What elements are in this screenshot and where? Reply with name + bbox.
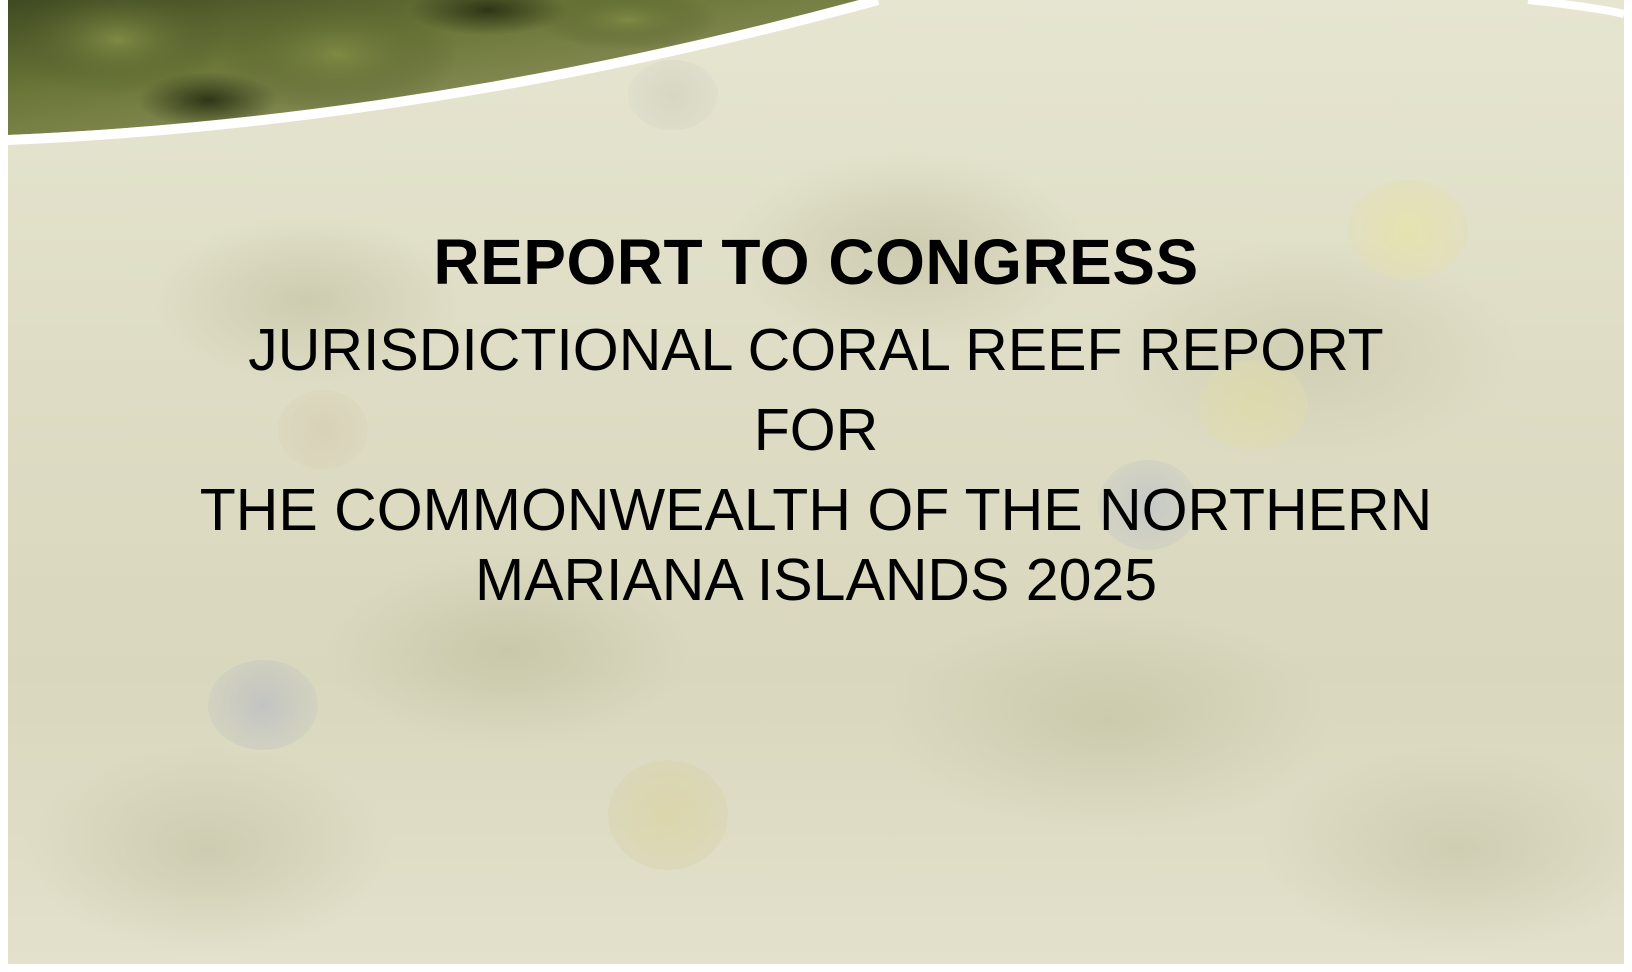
background-polyp — [1348, 180, 1468, 280]
reef-photo-banner — [8, 0, 1624, 145]
background-polyp — [278, 390, 368, 470]
report-subtitle-line-4: MARIANA ISLANDS 2025 — [474, 547, 1158, 613]
coral-shadow — [138, 72, 278, 128]
report-subtitle-line-2: FOR — [753, 397, 879, 463]
cover-page: REPORT TO CONGRESS JURISDICTIONAL CORAL … — [8, 0, 1624, 964]
background-polyp — [208, 660, 318, 750]
background-polyp — [608, 760, 728, 870]
report-subtitle-line-3: THE COMMONWEALTH OF THE NORTHERN — [199, 477, 1433, 543]
report-subtitle-line-1: JURISDICTIONAL CORAL REEF REPORT — [248, 317, 1384, 383]
report-heading: REPORT TO CONGRESS — [433, 226, 1199, 298]
coral-head — [538, 0, 718, 50]
coral-head — [218, 0, 458, 115]
background-polyp — [628, 60, 718, 130]
coral-shadow — [408, 0, 568, 35]
background-polyp — [1098, 460, 1198, 550]
curved-divider-right — [1527, 0, 1624, 18]
coral-head — [8, 0, 228, 95]
curved-divider — [8, 0, 880, 145]
background-polyp — [1198, 360, 1308, 450]
cover-title-block: REPORT TO CONGRESS JURISDICTIONAL CORAL … — [8, 228, 1624, 620]
